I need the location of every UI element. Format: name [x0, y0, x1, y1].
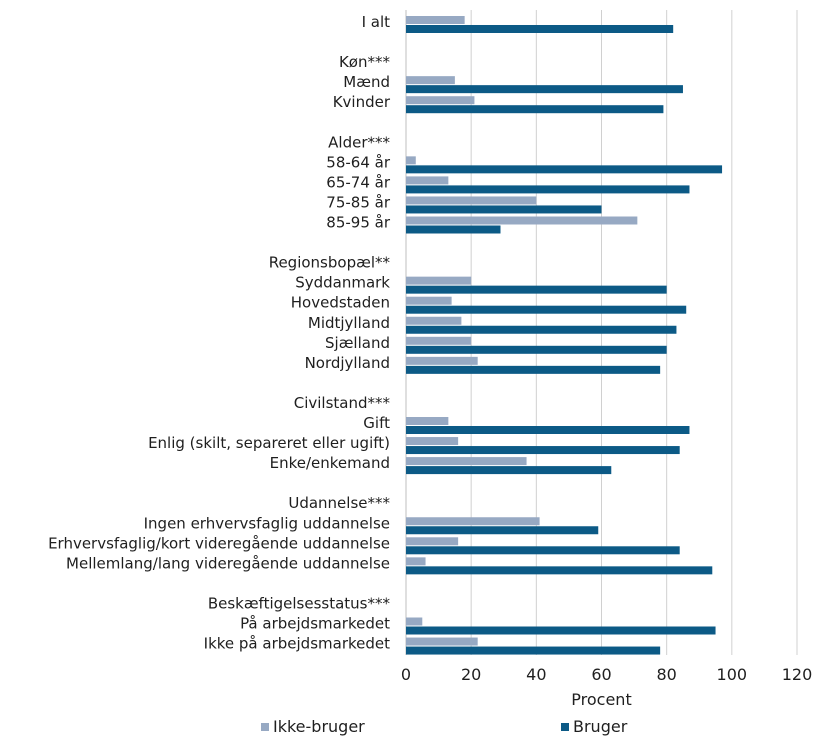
bar-bruger	[406, 426, 690, 434]
category-label: 65-74 år	[326, 173, 391, 191]
category-label: 85-95 år	[326, 214, 391, 232]
category-label: Ingen erhvervsfaglig uddannelse	[144, 514, 390, 532]
category-label: Syddanmark	[295, 274, 390, 292]
category-label: På arbejdsmarkedet	[240, 615, 390, 633]
bar-ikke-bruger	[406, 156, 416, 165]
bar-ikke-bruger	[406, 96, 475, 105]
x-tick-label: 100	[717, 665, 748, 684]
category-label: Midtjylland	[308, 314, 390, 332]
bar-ikke-bruger	[406, 176, 449, 185]
category-label: Enke/enkemand	[270, 454, 390, 472]
bar-bruger	[406, 285, 667, 294]
bar-bruger	[406, 646, 661, 655]
category-label: Køn***	[339, 53, 391, 71]
bar-bruger	[406, 205, 602, 214]
category-label: Mellemlang/lang videregående uddannelse	[66, 554, 390, 572]
x-tick-label: 120	[782, 665, 813, 684]
x-tick-labels: 0 20 40 60 80 100 120	[401, 665, 812, 684]
x-tick-label: 0	[401, 665, 411, 684]
category-label: Beskæftigelsesstatus***	[208, 594, 391, 612]
x-axis-title: Procent	[571, 690, 631, 709]
x-tick-label: 80	[656, 665, 676, 684]
bar-ikke-bruger	[406, 76, 455, 85]
category-label: Nordjylland	[305, 354, 390, 372]
bar-ikke-bruger	[406, 316, 462, 325]
legend-swatch	[261, 723, 269, 731]
category-label: Gift	[363, 414, 390, 432]
category-label: Udannelse***	[288, 494, 390, 512]
bar-ikke-bruger	[406, 557, 426, 566]
bar-bruger	[406, 345, 667, 354]
category-label: Hovedstaden	[291, 294, 390, 312]
bar-bruger	[406, 626, 716, 635]
bar-bruger	[406, 446, 680, 455]
bar-bruger	[406, 165, 723, 174]
bar-bruger	[406, 526, 599, 535]
bars	[406, 16, 723, 655]
bar-ikke-bruger	[406, 336, 472, 345]
bar-bruger	[406, 225, 501, 234]
bar-bruger	[406, 466, 612, 475]
category-label: Enlig (skilt, separeret eller ugift)	[148, 434, 390, 452]
category-label: Ikke på arbejdsmarkedet	[204, 635, 390, 653]
category-label: Alder***	[328, 133, 390, 151]
bar-bruger	[406, 85, 683, 94]
bar-bruger	[406, 546, 680, 555]
bar-bruger	[406, 185, 690, 194]
bar-bruger	[406, 305, 687, 314]
legend-label: Bruger	[573, 717, 628, 736]
category-label: Erhvervsfaglig/kort videregående uddanne…	[48, 534, 390, 552]
category-label: Sjælland	[325, 334, 390, 352]
bar-ikke-bruger	[406, 537, 459, 546]
bar-bruger	[406, 25, 674, 33]
bar-ikke-bruger	[406, 417, 449, 425]
bar-ikke-bruger	[406, 16, 465, 24]
x-tick-label: 60	[591, 665, 611, 684]
bar-bruger	[406, 105, 664, 114]
legend-swatch	[561, 723, 569, 731]
x-tick-label: 40	[526, 665, 546, 684]
x-tick-label: 20	[461, 665, 481, 684]
category-label: Mænd	[343, 73, 390, 91]
legend-label: Ikke-bruger	[273, 717, 365, 736]
bar-ikke-bruger	[406, 296, 452, 305]
category-labels: I alt Køn*** Mænd Kvinder Alder*** 58-64 år 65…	[48, 13, 391, 653]
category-label: I alt	[362, 13, 391, 31]
category-label: Civilstand***	[294, 394, 391, 412]
legend: Ikke-bruger Bruger	[261, 717, 628, 736]
bar-ikke-bruger	[406, 276, 472, 285]
category-label: Regionsbopæl**	[269, 254, 391, 272]
bar-ikke-bruger	[406, 457, 527, 466]
bar-ikke-bruger	[406, 617, 423, 626]
bar-ikke-bruger	[406, 637, 478, 646]
bar-bruger	[406, 365, 661, 374]
bar-ikke-bruger	[406, 517, 540, 526]
bar-ikke-bruger	[406, 437, 459, 446]
bar-bruger	[406, 325, 677, 334]
category-label: 58-64 år	[326, 153, 391, 171]
bar-bruger	[406, 566, 713, 575]
bar-ikke-bruger	[406, 356, 478, 365]
bar-ikke-bruger	[406, 216, 638, 225]
bar-ikke-bruger	[406, 196, 537, 205]
category-label: 75-85 år	[326, 193, 391, 211]
category-label: Kvinder	[333, 93, 391, 111]
